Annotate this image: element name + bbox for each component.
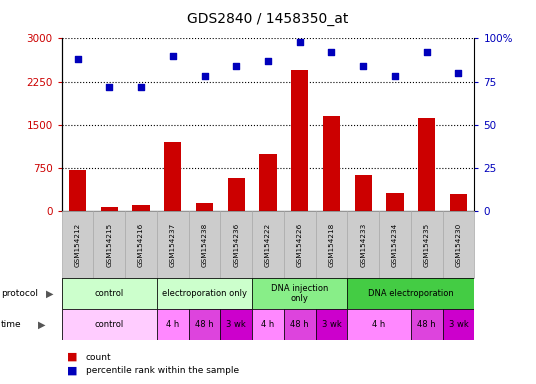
Bar xyxy=(220,211,252,278)
Bar xyxy=(189,211,220,278)
Text: GSM154218: GSM154218 xyxy=(329,223,334,267)
Bar xyxy=(93,211,125,278)
Bar xyxy=(62,211,93,278)
Text: GSM154212: GSM154212 xyxy=(75,223,80,267)
Point xyxy=(454,70,463,76)
Bar xyxy=(411,309,443,340)
Bar xyxy=(62,309,157,340)
Bar xyxy=(379,211,411,278)
Text: GDS2840 / 1458350_at: GDS2840 / 1458350_at xyxy=(187,12,349,25)
Point xyxy=(391,73,399,79)
Text: GSM154238: GSM154238 xyxy=(202,223,207,267)
Bar xyxy=(347,309,411,340)
Bar xyxy=(164,142,182,211)
Point xyxy=(73,56,82,62)
Text: 3 wk: 3 wk xyxy=(226,320,246,329)
Bar xyxy=(157,278,252,309)
Text: GSM154236: GSM154236 xyxy=(233,223,239,267)
Text: 48 h: 48 h xyxy=(418,320,436,329)
Point xyxy=(327,49,336,55)
Text: control: control xyxy=(95,289,124,298)
Text: GSM154216: GSM154216 xyxy=(138,223,144,267)
Bar xyxy=(316,309,347,340)
Text: 3 wk: 3 wk xyxy=(449,320,468,329)
Text: count: count xyxy=(86,353,111,362)
Text: 4 h: 4 h xyxy=(166,320,180,329)
Bar xyxy=(132,205,150,211)
Bar xyxy=(220,309,252,340)
Text: 4 h: 4 h xyxy=(262,320,274,329)
Bar xyxy=(252,309,284,340)
Point xyxy=(105,84,114,90)
Text: GSM154234: GSM154234 xyxy=(392,223,398,267)
Point xyxy=(264,58,272,64)
Text: electroporation only: electroporation only xyxy=(162,289,247,298)
Text: DNA electroporation: DNA electroporation xyxy=(368,289,454,298)
Bar xyxy=(157,211,189,278)
Bar xyxy=(323,116,340,211)
Bar xyxy=(196,203,213,211)
Bar xyxy=(418,118,435,211)
Bar xyxy=(101,207,118,211)
Text: DNA injection
only: DNA injection only xyxy=(271,284,329,303)
Bar xyxy=(443,211,474,278)
Text: GSM154230: GSM154230 xyxy=(456,223,461,267)
Bar xyxy=(443,309,474,340)
Text: ■: ■ xyxy=(67,352,78,362)
Text: 48 h: 48 h xyxy=(195,320,214,329)
Bar xyxy=(125,211,157,278)
Text: GSM154215: GSM154215 xyxy=(106,223,112,267)
Bar xyxy=(157,309,189,340)
Bar xyxy=(354,175,372,211)
Text: ▶: ▶ xyxy=(38,319,46,329)
Text: ▶: ▶ xyxy=(46,289,53,299)
Point xyxy=(422,49,431,55)
Text: GSM154233: GSM154233 xyxy=(360,223,366,267)
Point xyxy=(359,63,368,69)
Point xyxy=(137,84,145,90)
Bar xyxy=(284,309,316,340)
Bar xyxy=(291,70,309,211)
Bar xyxy=(450,194,467,211)
Text: GSM154226: GSM154226 xyxy=(297,223,303,267)
Text: GSM154235: GSM154235 xyxy=(424,223,430,267)
Text: 4 h: 4 h xyxy=(373,320,386,329)
Bar xyxy=(347,211,379,278)
Text: percentile rank within the sample: percentile rank within the sample xyxy=(86,366,239,375)
Text: 3 wk: 3 wk xyxy=(322,320,341,329)
Bar xyxy=(62,278,157,309)
Point xyxy=(200,73,209,79)
Text: ■: ■ xyxy=(67,366,78,376)
Bar xyxy=(386,193,404,211)
Text: time: time xyxy=(1,320,21,329)
Bar xyxy=(227,178,245,211)
Text: protocol: protocol xyxy=(1,289,38,298)
Bar xyxy=(316,211,347,278)
Bar xyxy=(69,170,86,211)
Text: control: control xyxy=(95,320,124,329)
Bar xyxy=(284,211,316,278)
Point xyxy=(168,53,177,59)
Text: GSM154237: GSM154237 xyxy=(170,223,176,267)
Text: GSM154222: GSM154222 xyxy=(265,223,271,267)
Bar xyxy=(252,211,284,278)
Bar xyxy=(259,154,277,211)
Bar xyxy=(189,309,220,340)
Text: 48 h: 48 h xyxy=(291,320,309,329)
Point xyxy=(232,63,241,69)
Bar xyxy=(411,211,443,278)
Point xyxy=(295,39,304,45)
Bar xyxy=(347,278,474,309)
Bar xyxy=(252,278,347,309)
